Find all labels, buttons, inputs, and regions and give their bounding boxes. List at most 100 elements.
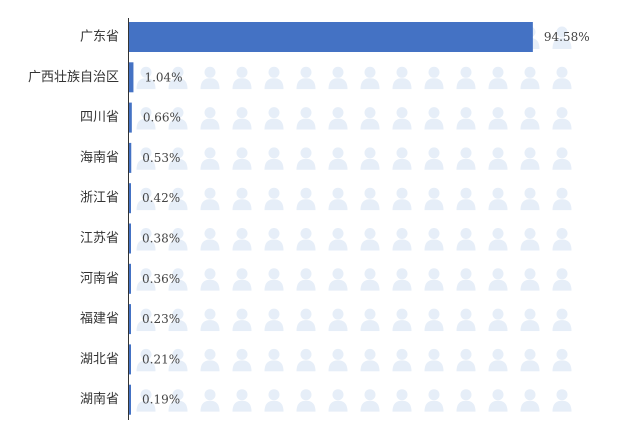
bar (129, 22, 533, 52)
person-icon (360, 348, 380, 372)
category-label: 广东省 (80, 30, 119, 45)
bar (129, 142, 132, 173)
value-labels: 94.58% 1.04% 0.66% 0.53% 0.42% 0.38% 0.36% 0.23… (142, 30, 590, 407)
person-icon (360, 107, 380, 130)
person-icon (488, 268, 508, 291)
person-icon (200, 348, 220, 372)
person-icon (392, 66, 412, 90)
bar (129, 263, 131, 294)
person-icon (552, 308, 572, 332)
person-icon (424, 107, 444, 130)
person-icon (520, 308, 540, 332)
person-icon (456, 228, 476, 251)
person-icon (424, 187, 444, 211)
category-label: 广西壮族自治区 (28, 69, 119, 85)
person-icon (328, 389, 348, 412)
person-icon (488, 187, 508, 211)
value-label: 0.53% (142, 151, 180, 165)
person-icon (264, 308, 284, 332)
category-label: 四川省 (80, 110, 119, 125)
person-icon (232, 147, 252, 170)
person-icon (520, 187, 540, 211)
person-icon (232, 308, 252, 332)
person-icon (328, 308, 348, 332)
person-icon (392, 348, 412, 372)
person-icon (232, 389, 252, 412)
person-icon (264, 268, 284, 291)
bar (129, 62, 134, 93)
bar (129, 304, 131, 335)
category-label: 浙江省 (80, 191, 119, 206)
bars (129, 22, 533, 415)
person-icon (424, 348, 444, 372)
person-icon (552, 228, 572, 251)
person-icon (360, 308, 380, 332)
person-icon (264, 228, 284, 251)
person-icon (232, 228, 252, 251)
person-icon (488, 147, 508, 170)
bar (129, 183, 131, 214)
person-icon (328, 228, 348, 251)
person-icon (264, 348, 284, 372)
value-label: 1.04% (144, 70, 182, 84)
person-icon (456, 187, 476, 211)
person-icon (232, 107, 252, 130)
person-icon (264, 389, 284, 412)
person-icon (392, 389, 412, 412)
person-icon (360, 228, 380, 251)
person-icon (488, 348, 508, 372)
person-icon (296, 389, 316, 412)
person-icon (328, 348, 348, 372)
person-icon (488, 66, 508, 90)
bar (129, 223, 131, 254)
value-label: 0.38% (142, 232, 180, 246)
person-icon (488, 228, 508, 251)
person-icon (392, 308, 412, 332)
person-icon (200, 187, 220, 211)
person-icon (392, 107, 412, 130)
person-icon (296, 268, 316, 291)
person-icon (392, 187, 412, 211)
value-label: 94.58% (544, 30, 590, 44)
person-icon (424, 66, 444, 90)
person-icon (456, 308, 476, 332)
person-icon-grid (136, 26, 572, 412)
category-label: 湖南省 (80, 391, 119, 407)
person-icon (424, 268, 444, 291)
person-icon (552, 268, 572, 291)
person-icon (520, 268, 540, 291)
person-icon (296, 107, 316, 130)
bar (129, 344, 131, 375)
value-label: 0.36% (142, 272, 180, 286)
person-icon (424, 228, 444, 251)
category-label: 江苏省 (80, 230, 119, 246)
person-icon (456, 389, 476, 412)
person-icon (328, 187, 348, 211)
person-icon (360, 268, 380, 291)
person-icon (264, 66, 284, 90)
person-icon (296, 66, 316, 90)
bar (129, 102, 132, 133)
category-label: 河南省 (80, 270, 119, 286)
person-icon (424, 308, 444, 332)
person-icon (360, 147, 380, 170)
person-icon (520, 228, 540, 251)
person-icon (360, 389, 380, 412)
person-icon (488, 107, 508, 130)
person-icon (232, 187, 252, 211)
person-icon (232, 348, 252, 372)
person-icon (296, 308, 316, 332)
person-icon (296, 228, 316, 251)
person-icon (456, 147, 476, 170)
person-icon (200, 308, 220, 332)
person-icon (296, 187, 316, 211)
person-icon (328, 268, 348, 291)
person-icon (488, 389, 508, 412)
person-icon (520, 389, 540, 412)
value-label: 0.21% (142, 352, 180, 366)
person-icon (200, 147, 220, 170)
person-icon (488, 308, 508, 332)
person-icon (520, 66, 540, 90)
